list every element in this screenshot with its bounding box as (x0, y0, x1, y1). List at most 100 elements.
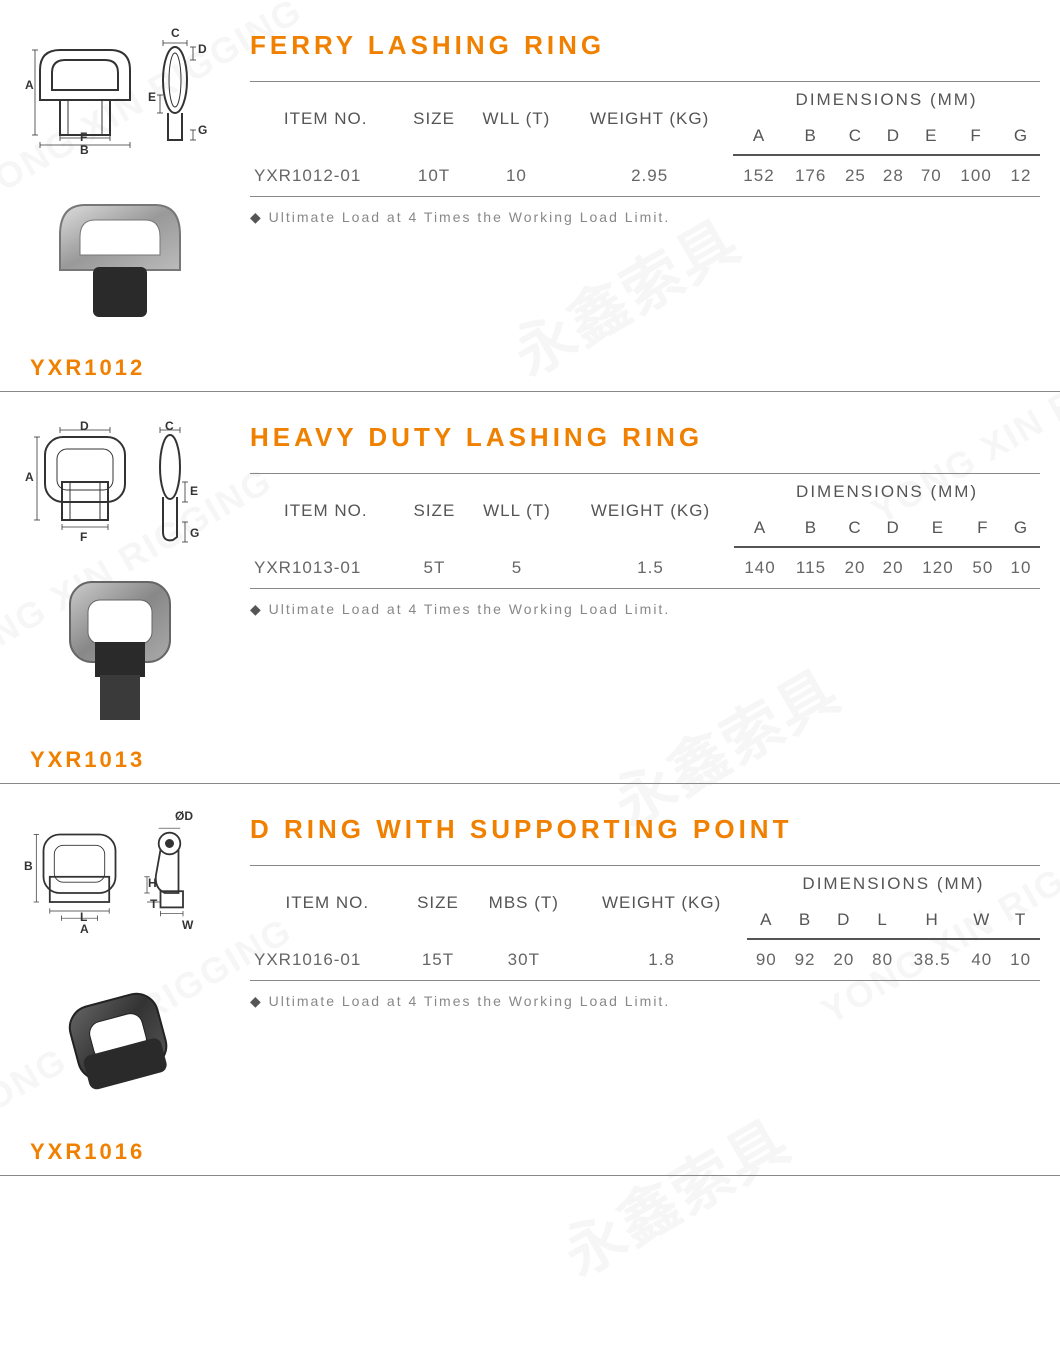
section-title: HEAVY DUTY LASHING RING (250, 422, 1040, 453)
col-header: WLL (T) (467, 474, 567, 548)
cell: 12 (1002, 155, 1040, 197)
cell: 100 (950, 155, 1002, 197)
cell: 152 (733, 155, 785, 197)
cell: 38.5 (902, 939, 962, 981)
dim-label: G (190, 526, 199, 540)
spec-table: ITEM NO. SIZE WLL (T) WEIGHT (KG) DIMENS… (250, 81, 1040, 197)
dim-col: F (964, 510, 1002, 547)
col-header: WEIGHT (KG) (566, 82, 733, 156)
dim-label: F (80, 530, 87, 544)
dim-col: D (874, 510, 912, 547)
dim-label: C (165, 419, 174, 433)
dim-col: B (786, 902, 825, 939)
table-row: YXR1016-01 15T 30T 1.8 90 92 20 80 38.5 … (250, 939, 1040, 981)
cell: 80 (863, 939, 902, 981)
product-section: A B C D E F G YXR1012 FERRY LASHING RING (0, 0, 1060, 392)
cell: 1.8 (576, 939, 747, 981)
dim-group-header: DIMENSIONS (MM) (734, 474, 1040, 511)
product-code: YXR1012 (20, 355, 145, 381)
dim-col: D (824, 902, 863, 939)
technical-diagram: A B C D E F G (30, 30, 210, 170)
dim-col: L (863, 902, 902, 939)
col-header: MBS (T) (471, 866, 576, 940)
col-header: WLL (T) (467, 82, 566, 156)
cell: 70 (912, 155, 950, 197)
dim-col: H (902, 902, 962, 939)
section-title: D RING WITH SUPPORTING POINT (250, 814, 1040, 845)
left-column: A B C D E F G YXR1012 (20, 30, 230, 381)
col-header: SIZE (405, 866, 472, 940)
cell: YXR1012-01 (250, 155, 401, 197)
right-column: FERRY LASHING RING ITEM NO. SIZE WLL (T)… (230, 30, 1040, 381)
dim-label: F (80, 130, 87, 144)
col-header: SIZE (402, 474, 467, 548)
product-photo (40, 180, 200, 340)
product-photo (40, 572, 200, 732)
right-column: D RING WITH SUPPORTING POINT ITEM NO. SI… (230, 814, 1040, 1165)
dim-label: E (148, 90, 156, 104)
dim-label: T (150, 897, 157, 911)
cell: 2.95 (566, 155, 733, 197)
cell: 92 (786, 939, 825, 981)
footnote: Ultimate Load at 4 Times the Working Loa… (250, 209, 1040, 226)
col-header: ITEM NO. (250, 866, 405, 940)
dim-label: E (190, 484, 198, 498)
spec-table: ITEM NO. SIZE MBS (T) WEIGHT (KG) DIMENS… (250, 865, 1040, 981)
product-section: A B L ØD H T W YXR1016 (0, 784, 1060, 1176)
cell: 115 (786, 547, 836, 589)
dim-label: A (25, 78, 34, 92)
product-code: YXR1016 (20, 1139, 145, 1165)
dim-group-header: DIMENSIONS (MM) (733, 82, 1040, 119)
table-row: YXR1012-01 10T 10 2.95 152 176 25 28 70 … (250, 155, 1040, 197)
product-section: A D C E F G YXR1013 HEAVY DUTY LASHING (0, 392, 1060, 784)
left-column: A B L ØD H T W YXR1016 (20, 814, 230, 1165)
dim-col: W (962, 902, 1001, 939)
dim-group-header: DIMENSIONS (MM) (747, 866, 1040, 903)
dim-label: ØD (175, 809, 193, 823)
dim-col: T (1001, 902, 1040, 939)
cell: 40 (962, 939, 1001, 981)
cell: 10 (1002, 547, 1040, 589)
cell: 25 (836, 155, 874, 197)
cell: 50 (964, 547, 1002, 589)
cell: 140 (734, 547, 786, 589)
cell: 10 (1001, 939, 1040, 981)
dim-col: A (734, 510, 786, 547)
cell: 10 (467, 155, 566, 197)
dim-col: G (1002, 118, 1040, 155)
cell: 20 (874, 547, 912, 589)
dim-label: G (198, 123, 207, 137)
technical-diagram: A D C E F G (30, 422, 210, 562)
cell: YXR1016-01 (250, 939, 405, 981)
dim-col: C (836, 118, 874, 155)
dim-col: A (747, 902, 786, 939)
dim-col: B (785, 118, 837, 155)
cell: 28 (874, 155, 912, 197)
cell: 5T (402, 547, 467, 589)
dim-col: A (733, 118, 785, 155)
cell: YXR1013-01 (250, 547, 402, 589)
dim-label: C (171, 26, 180, 40)
cell: 90 (747, 939, 786, 981)
footnote: Ultimate Load at 4 Times the Working Loa… (250, 993, 1040, 1010)
dim-label: D (80, 419, 89, 433)
dim-col: E (912, 118, 950, 155)
col-header: WEIGHT (KG) (576, 866, 747, 940)
cell: 176 (785, 155, 837, 197)
cell: 120 (912, 547, 964, 589)
cell: 15T (405, 939, 472, 981)
dim-label: D (198, 42, 207, 56)
col-header: ITEM NO. (250, 82, 401, 156)
product-photo (40, 964, 200, 1124)
dim-label: A (80, 922, 89, 936)
dim-label: B (80, 143, 89, 157)
col-header: SIZE (401, 82, 466, 156)
dim-label: B (24, 859, 33, 873)
dim-col: G (1002, 510, 1040, 547)
right-column: HEAVY DUTY LASHING RING ITEM NO. SIZE WL… (230, 422, 1040, 773)
cell: 10T (401, 155, 466, 197)
dim-label: L (80, 910, 87, 924)
cell: 1.5 (567, 547, 734, 589)
dim-label: W (182, 918, 193, 932)
technical-diagram: A B L ØD H T W (30, 814, 210, 954)
